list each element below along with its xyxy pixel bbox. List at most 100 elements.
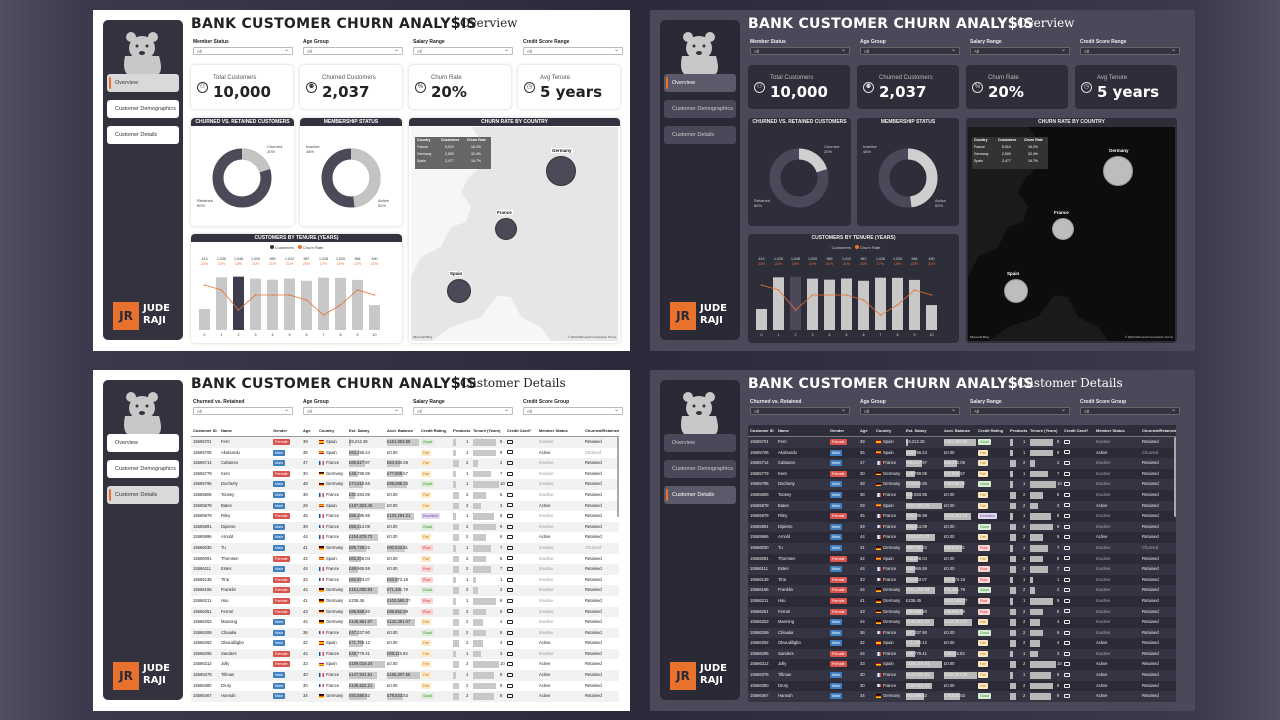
nav-overview-button[interactable]: Overview xyxy=(107,74,179,92)
table-row[interactable]: 15566380 Drury Male 30 France £138,622.21 £0.0… xyxy=(748,680,1176,692)
col-header-credit-rating[interactable]: Credit Rating xyxy=(978,428,1004,433)
filter-dropdown[interactable]: All xyxy=(750,406,850,415)
nav-customer-details-button[interactable]: Customer Details xyxy=(107,486,179,504)
nav-customer-demographics-button[interactable]: Customer Demographics xyxy=(107,460,179,478)
filter-dropdown[interactable]: All xyxy=(970,46,1070,55)
col-header-credit-card[interactable]: Credit Card? xyxy=(507,428,532,433)
col-header-est-salary[interactable]: Est. Salary xyxy=(906,428,927,433)
col-header-customer-id[interactable]: Customer ID xyxy=(193,428,217,433)
table-row[interactable]: 15565879 Riley Female 45 France £56,185.98 £13… xyxy=(191,511,619,522)
col-header-name[interactable]: Name xyxy=(778,428,789,433)
table-row[interactable]: 15566211 Hsu Female 41 Germany £236.45 £103,56… xyxy=(748,595,1176,607)
col-header-member-status[interactable]: Member Status xyxy=(1096,428,1125,433)
table-row[interactable]: 15566253 Manning Male 44 Germany £146,961.07 £… xyxy=(191,617,619,628)
table-row[interactable]: 15565878 Bates Male 29 Spain £187,823.45 £0.00… xyxy=(191,500,619,512)
table-row[interactable]: 15566292 Okwudiligbo Male 32 Spain £71,708.12… xyxy=(748,638,1176,649)
table-row[interactable]: 15565701 Ferri Female 39 Spain £9,212.28 £161,… xyxy=(748,437,1176,448)
nav-customer-demographics-button[interactable]: Customer Demographics xyxy=(664,100,736,118)
table-row[interactable]: 15565996 Arnold Male 44 France £154,678.72 £0.… xyxy=(191,532,619,543)
table-row[interactable]: 15566292 Okwudiligbo Male 32 Spain £71,708.12… xyxy=(191,638,619,649)
col-header-tenure[interactable]: Tenure (Years) xyxy=(473,428,501,433)
nav-customer-details-button[interactable]: Customer Details xyxy=(664,126,736,144)
col-header-age[interactable]: Age xyxy=(303,428,311,433)
table-row[interactable]: 15565879 Riley Female 45 France £56,185.98 £13… xyxy=(748,511,1176,522)
nav-customer-details-button[interactable]: Customer Details xyxy=(664,486,736,504)
col-header-country[interactable]: Country xyxy=(876,428,892,433)
table-row[interactable]: 15566111 Estes Male 44 France £48,965.59 £0.00… xyxy=(748,564,1176,575)
nav-overview-button[interactable]: Overview xyxy=(664,74,736,92)
col-header-tenure[interactable]: Tenure (Years) xyxy=(1030,428,1058,433)
table-row[interactable]: 15565806 Toosey Male 38 France £30,583.95 £0.0… xyxy=(191,489,619,501)
table-row[interactable]: 15566467 Hannah Male 34 Germany £92,580.52 £78… xyxy=(748,691,1176,702)
table-scrollbar[interactable] xyxy=(617,437,619,517)
table-row[interactable]: 15565706 Akobundu Male 35 Spain £53,256.24 £0.… xyxy=(191,447,619,459)
table-row[interactable]: 15566253 Manning Male 44 Germany £146,961.07 £… xyxy=(748,617,1176,628)
table-row[interactable]: 15565796 Docherty Male 48 Germany £74,510.65 £… xyxy=(748,479,1176,490)
nav-overview-button[interactable]: Overview xyxy=(107,434,179,452)
table-row[interactable]: 15566111 Estes Male 44 France £48,965.59 £0.00… xyxy=(191,564,619,575)
table-row[interactable]: 15566295 Sanders Female 44 France £48,779.41 £… xyxy=(748,648,1176,660)
table-row[interactable]: 15565779 Kent Female 30 Germany £48,789.06 £77… xyxy=(191,468,619,480)
col-header-products[interactable]: Products xyxy=(453,428,471,433)
table-row[interactable]: 15566295 Sanders Female 44 France £48,779.41 £… xyxy=(191,648,619,660)
country-bubble-spain[interactable] xyxy=(1004,279,1028,303)
table-row[interactable]: 15565806 Toosey Male 38 France £30,583.95 £0.0… xyxy=(748,489,1176,501)
country-bubble-spain[interactable] xyxy=(447,279,471,303)
table-row[interactable]: 15566269 Chiaaka Male 36 France £47,337.90 £0.… xyxy=(748,627,1176,639)
col-header-acct-balance[interactable]: Acct. Balance xyxy=(944,428,971,433)
table-row[interactable]: 15566139 Ts'ai Female 33 France £62,833.07 £53… xyxy=(191,574,619,586)
filter-dropdown[interactable]: All xyxy=(193,46,293,55)
country-bubble-france[interactable] xyxy=(495,218,517,240)
table-row[interactable]: 15566378 Tillman Male 40 France £147,631.91 £1… xyxy=(748,670,1176,681)
filter-dropdown[interactable]: All xyxy=(750,46,850,55)
filter-dropdown[interactable]: All xyxy=(303,46,403,55)
table-row[interactable]: 15565714 Cattaneo Male 47 France £85,517.97 £6… xyxy=(191,458,619,469)
col-header-credit-card[interactable]: Credit Card? xyxy=(1064,428,1089,433)
table-row[interactable]: 15566091 Thomsen Female 42 Spain £63,208.04 £0… xyxy=(748,553,1176,565)
nav-customer-demographics-button[interactable]: Customer Demographics xyxy=(664,460,736,478)
filter-dropdown[interactable]: All xyxy=(860,406,960,415)
filter-dropdown[interactable]: All xyxy=(523,406,623,415)
col-header-credit-rating[interactable]: Credit Rating xyxy=(421,428,447,433)
filter-dropdown[interactable]: All xyxy=(1080,406,1180,415)
table-row[interactable]: 15565779 Kent Female 30 Germany £48,789.06 £77… xyxy=(748,468,1176,480)
filter-dropdown[interactable]: All xyxy=(193,406,293,415)
table-row[interactable]: 15565996 Arnold Male 44 France £154,678.72 £0.… xyxy=(748,532,1176,543)
col-header-member-status[interactable]: Member Status xyxy=(539,428,568,433)
filter-dropdown[interactable]: All xyxy=(1080,46,1180,55)
nav-customer-demographics-button[interactable]: Customer Demographics xyxy=(107,100,179,118)
table-row[interactable]: 15566091 Thomsen Female 42 Spain £63,208.04 £0… xyxy=(191,553,619,565)
table-row[interactable]: 15565878 Bates Male 29 Spain £187,823.45 £0.00… xyxy=(748,500,1176,512)
table-row[interactable]: 15566211 Hsu Female 41 Germany £236.45 £103,56… xyxy=(191,595,619,607)
table-row[interactable]: 15566312 Jolly Female 33 Spain £189,016.24 £0.… xyxy=(191,659,619,671)
table-row[interactable]: 15566467 Hannah Male 34 Germany £92,580.52 £78… xyxy=(191,691,619,702)
table-row[interactable]: 15565891 Dipietro Male 39 France £56,214.09 £0… xyxy=(748,521,1176,533)
filter-dropdown[interactable]: All xyxy=(860,46,960,55)
table-row[interactable]: 15565701 Ferri Female 39 Spain £9,212.28 £161,… xyxy=(191,437,619,448)
table-scrollbar[interactable] xyxy=(1174,437,1176,517)
table-row[interactable]: 15566269 Chiaaka Male 36 France £47,337.90 £0.… xyxy=(191,627,619,639)
filter-dropdown[interactable]: All xyxy=(523,46,623,55)
col-header-est-salary[interactable]: Est. Salary xyxy=(349,428,370,433)
col-header-products[interactable]: Products xyxy=(1010,428,1028,433)
col-header-churned-retained[interactable]: Churned/Retained xyxy=(585,428,619,433)
table-row[interactable]: 15566156 Franklin Female 44 Germany £151,050.… xyxy=(748,585,1176,596)
table-row[interactable]: 15566156 Franklin Female 44 Germany £151,050.… xyxy=(191,585,619,596)
table-row[interactable]: 15566251 Ferrari Female 43 Germany £88,659.40… xyxy=(748,606,1176,618)
table-row[interactable]: 15565796 Docherty Male 48 Germany £74,510.65 £… xyxy=(191,479,619,490)
col-header-country[interactable]: Country xyxy=(319,428,335,433)
col-header-churned-retained[interactable]: Churned/Retained xyxy=(1142,428,1176,433)
filter-dropdown[interactable]: All xyxy=(303,406,403,415)
table-row[interactable]: 15565891 Dipietro Male 39 France £56,214.09 £0… xyxy=(191,521,619,533)
europe-map[interactable]: Country Customers Churn Rate France 5,014 16.… xyxy=(968,127,1175,341)
nav-customer-details-button[interactable]: Customer Details xyxy=(107,126,179,144)
filter-dropdown[interactable]: All xyxy=(413,406,513,415)
europe-map[interactable]: Country Customers Churn Rate France 5,014 16.… xyxy=(411,127,618,341)
col-header-name[interactable]: Name xyxy=(221,428,232,433)
country-bubble-germany[interactable] xyxy=(546,156,576,186)
table-row[interactable]: 15566251 Ferrari Female 43 Germany £88,659.40… xyxy=(191,606,619,618)
col-header-gender[interactable]: Gender xyxy=(273,428,288,433)
table-row[interactable]: 15566030 Tu Male 41 Germany £89,729.22 £90,542… xyxy=(191,542,619,554)
table-row[interactable]: 15566139 Ts'ai Female 33 France £62,833.07 £53… xyxy=(748,574,1176,586)
col-header-acct-balance[interactable]: Acct. Balance xyxy=(387,428,414,433)
